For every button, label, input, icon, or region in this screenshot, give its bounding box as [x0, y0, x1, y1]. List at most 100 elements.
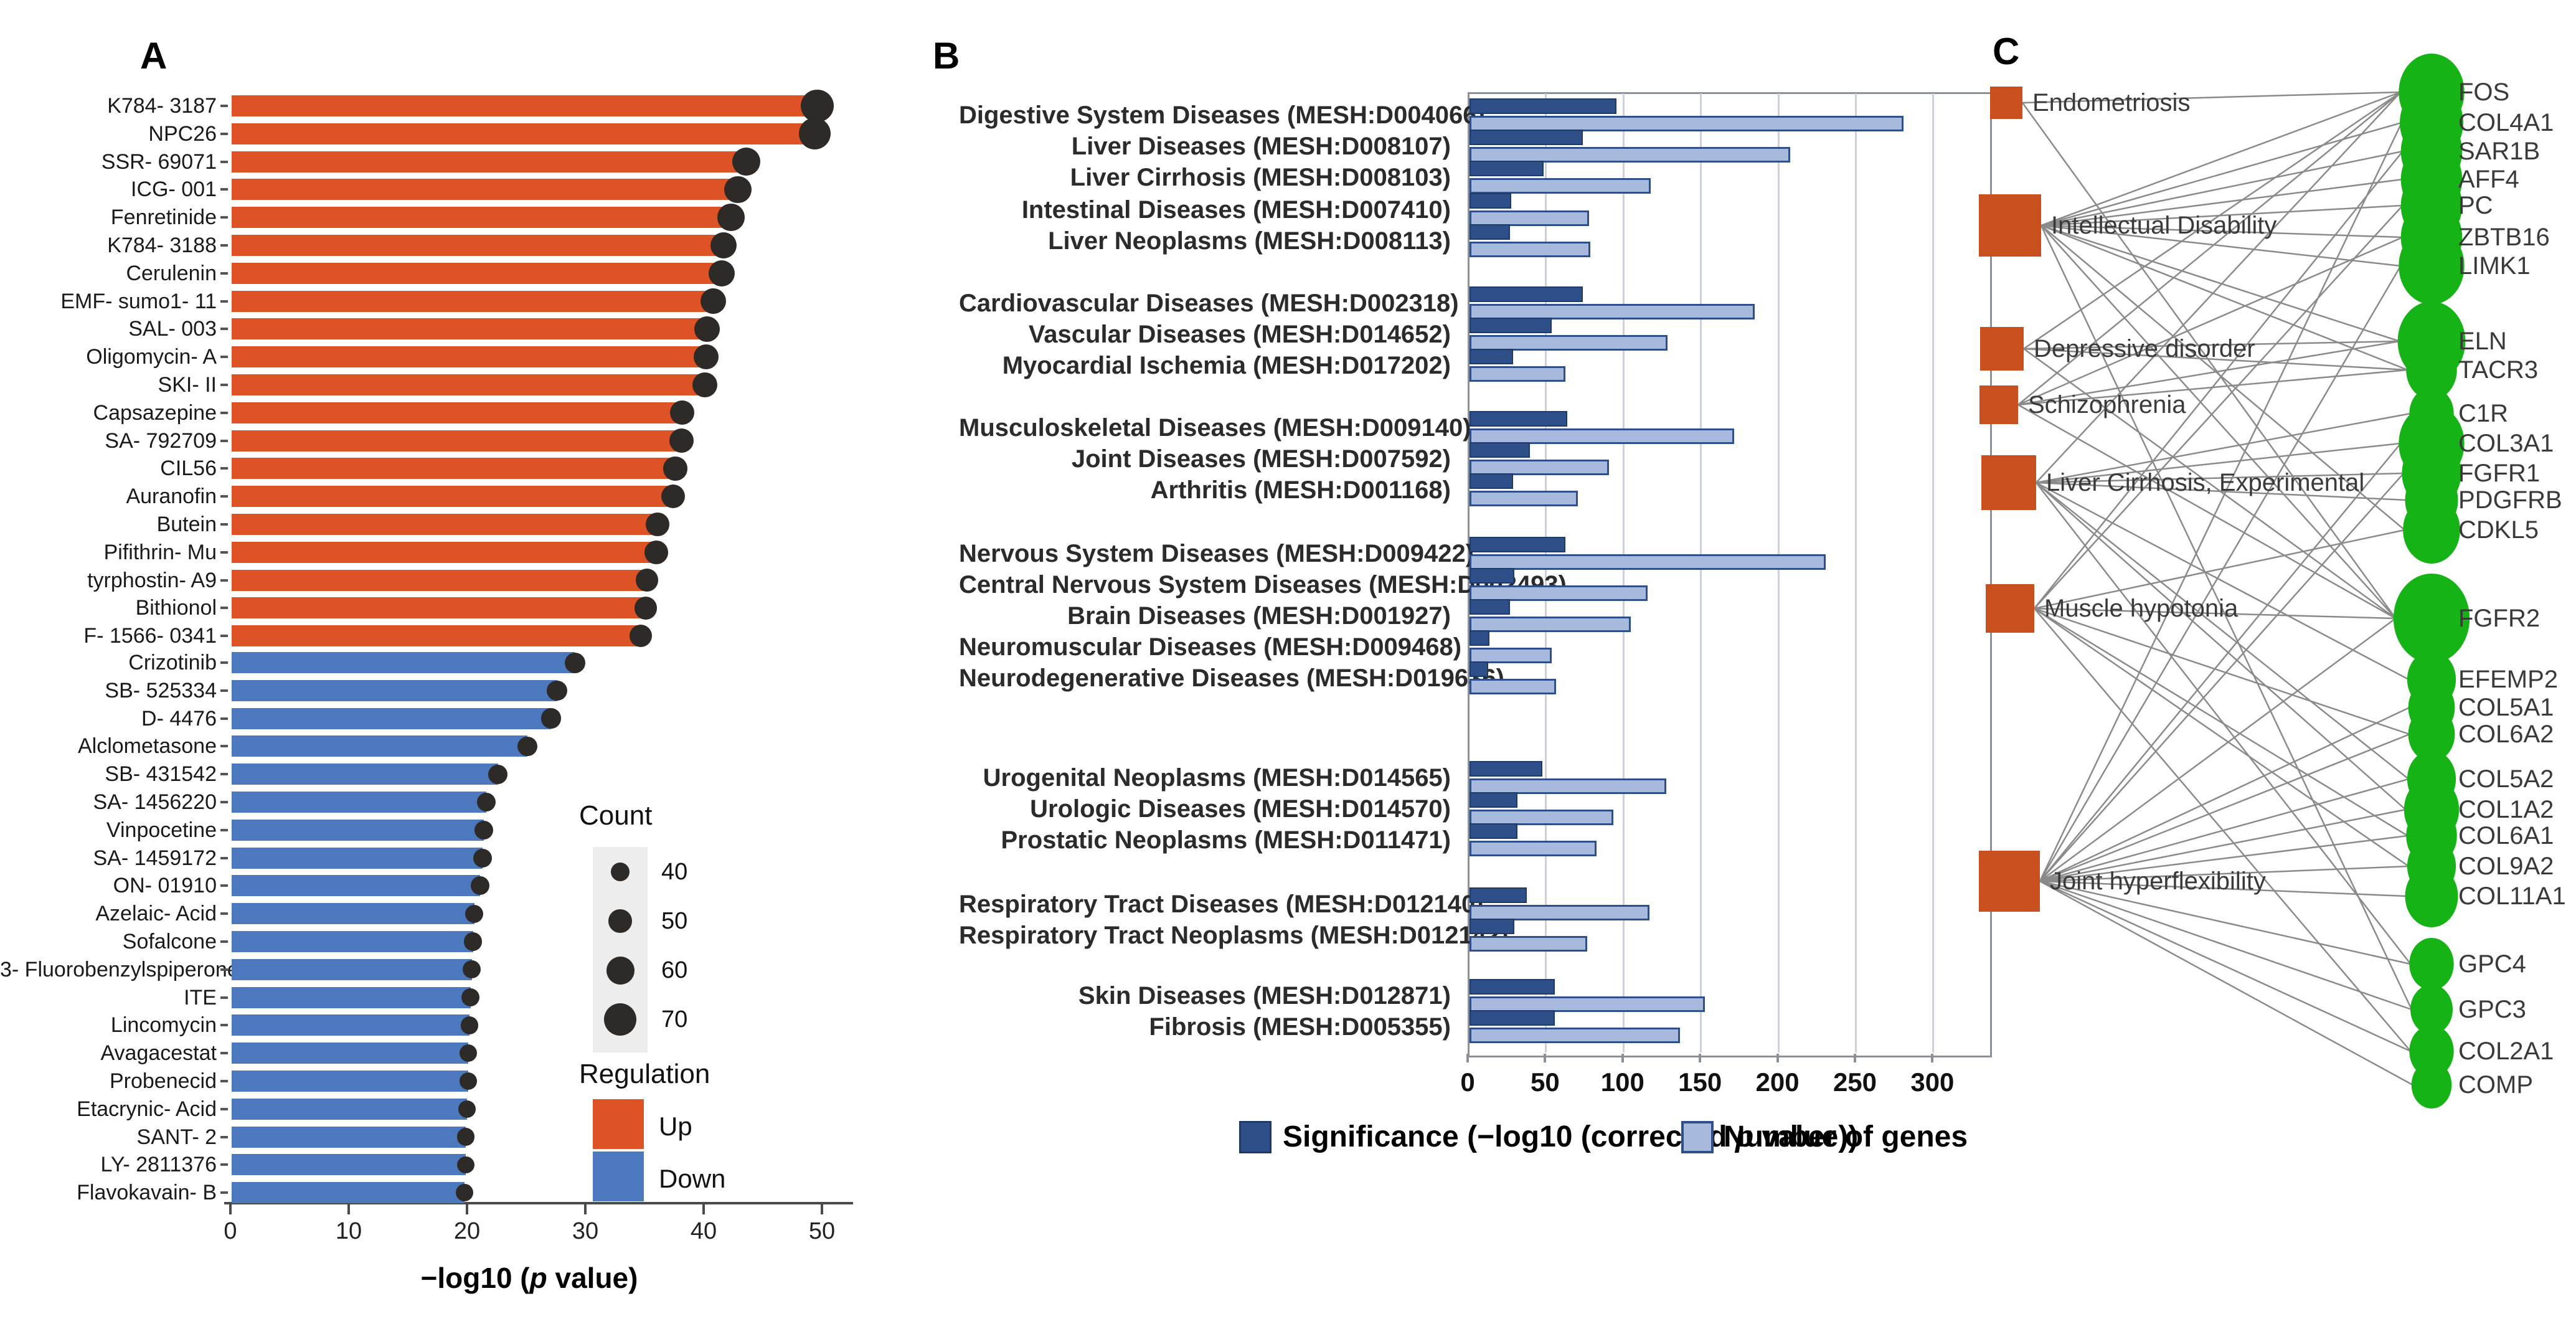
significance-bar — [1470, 919, 1515, 934]
drug-label: Pifithrin- Mu — [103, 540, 217, 564]
disease-node-square — [1980, 327, 2024, 371]
x-tick-mark — [466, 1204, 468, 1214]
drug-bar-down — [232, 652, 575, 673]
disease-node-label: Joint hyperflexibility — [2050, 868, 2266, 895]
network-edge — [2036, 481, 2409, 681]
drug-label: NPC26 — [148, 121, 217, 146]
gridline — [1700, 93, 1702, 1052]
drug-bar-up — [232, 597, 646, 619]
axis-tick-dash — [220, 439, 228, 442]
gene-node-label: EFEMP2 — [2458, 666, 2559, 693]
drug-bar-up — [232, 486, 673, 508]
drug-label: F- 1566- 0341 — [83, 624, 217, 648]
gene-node-circle — [2411, 1061, 2452, 1109]
gridline — [1855, 93, 1857, 1052]
gene-node-label: COL1A2 — [2458, 796, 2554, 823]
network-edge — [2041, 225, 2397, 619]
significance-legend-label: Significance (−log10 (corrected p value)… — [1283, 1120, 1858, 1154]
drug-label: Auranofin — [126, 485, 217, 509]
drug-label: SB- 431542 — [105, 762, 217, 787]
drug-bar-up — [232, 262, 722, 284]
significance-bar — [1470, 761, 1542, 777]
network-edge — [2039, 617, 2397, 882]
network-edge — [2036, 481, 2407, 501]
number-of-genes-bar — [1470, 210, 1589, 226]
drug-label: Etacrynic- Acid — [77, 1097, 217, 1121]
drug-bar-down — [232, 958, 472, 980]
number-of-genes-bar — [1470, 679, 1557, 694]
x-tick-label: 300 — [1910, 1067, 1955, 1097]
gridline — [1622, 93, 1625, 1052]
drug-label: ON- 01910 — [113, 874, 217, 898]
significance-bar — [1470, 442, 1531, 458]
disease-row-label: Liver Cirrhosis (MESH:D008103) — [1070, 164, 1451, 191]
network-edge — [2040, 225, 2413, 1010]
count-dot — [724, 176, 752, 204]
disease-row-label: Myocardial Ischemia (MESH:D017202) — [1002, 352, 1451, 379]
network-edge — [2039, 122, 2403, 882]
network-edge — [2039, 835, 2408, 882]
network-edge — [2039, 880, 2412, 1011]
gridline — [1545, 93, 1547, 1052]
gene-node-label: GPC4 — [2458, 950, 2526, 978]
count-dot — [463, 932, 483, 951]
number-of-genes-bar — [1470, 304, 1755, 319]
x-tick-mark — [1931, 1054, 1934, 1062]
x-tick-label: 200 — [1755, 1067, 1800, 1097]
disease-row-label: Respiratory Tract Neoplasms (MESH:D01214… — [959, 922, 1509, 949]
panel-a-letter: A — [140, 35, 167, 77]
drug-bar-down — [232, 903, 474, 925]
gene-node-label: FGFR1 — [2458, 460, 2541, 487]
drug-label: CIL56 — [160, 456, 217, 481]
network-edge — [2036, 472, 2404, 484]
gene-node-label: COL9A2 — [2458, 853, 2554, 880]
axis-tick-dash — [220, 495, 228, 498]
gene-node-circle — [2409, 1025, 2454, 1077]
gene-node-label: COL6A2 — [2458, 721, 2554, 748]
x-tick-mark — [1466, 1054, 1469, 1062]
axis-tick-dash — [220, 384, 228, 386]
network-edge — [2034, 607, 2409, 837]
drug-label: LY- 2811376 — [100, 1153, 217, 1177]
drug-bar-down — [232, 1043, 468, 1064]
network-edge — [2034, 607, 2396, 620]
drug-bar-up — [232, 123, 815, 144]
axis-tick-dash — [220, 635, 228, 638]
disease-node-square — [1979, 851, 2040, 912]
count-dot — [474, 820, 493, 839]
drug-bar-up — [232, 235, 724, 256]
disease-row-label: Digestive System Diseases (MESH:D004066) — [959, 102, 1485, 129]
panel-c-letter: C — [1993, 31, 2020, 72]
drug-bar-down — [232, 735, 527, 757]
count-dot — [547, 680, 567, 701]
network-edge — [2036, 92, 2402, 483]
significance-bar — [1470, 599, 1510, 615]
count-dot — [700, 288, 726, 314]
network-edge — [2041, 225, 2405, 531]
significance-bar — [1470, 130, 1583, 145]
number-of-genes-bar — [1470, 841, 1597, 856]
drug-bar-up — [232, 95, 818, 116]
disease-row-label: Prostatic Neoplasms (MESH:D011471) — [1001, 826, 1451, 854]
network-edge — [2039, 880, 2407, 897]
axis-tick-dash — [220, 1191, 228, 1194]
axis-tick-dash — [220, 411, 228, 414]
drug-label: K784- 3188 — [107, 234, 217, 257]
disease-row-label: Neuromuscular Diseases (MESH:D009468) — [959, 633, 1462, 661]
gene-node-label: PDGFRB — [2458, 486, 2562, 514]
x-tick-label: 20 — [453, 1218, 481, 1244]
disease-row-label: Central Nervous System Diseases (MESH:D0… — [959, 571, 1567, 598]
drug-label: Crizotinib — [128, 651, 217, 674]
drug-bar-down — [232, 986, 471, 1008]
axis-tick-dash — [220, 272, 228, 275]
drug-label: SA- 792709 — [105, 428, 217, 453]
gene-node-circle — [2406, 340, 2457, 400]
network-edge — [2039, 880, 2411, 965]
count-legend-value: 40 — [661, 859, 688, 885]
significance-label-suffix: value)) — [1753, 1120, 1859, 1153]
count-dot — [708, 260, 735, 286]
gene-node-label: CDKL5 — [2458, 516, 2539, 544]
axis-tick-dash — [220, 996, 228, 999]
network-edge — [2041, 178, 2403, 227]
axis-tick-dash — [220, 579, 228, 582]
